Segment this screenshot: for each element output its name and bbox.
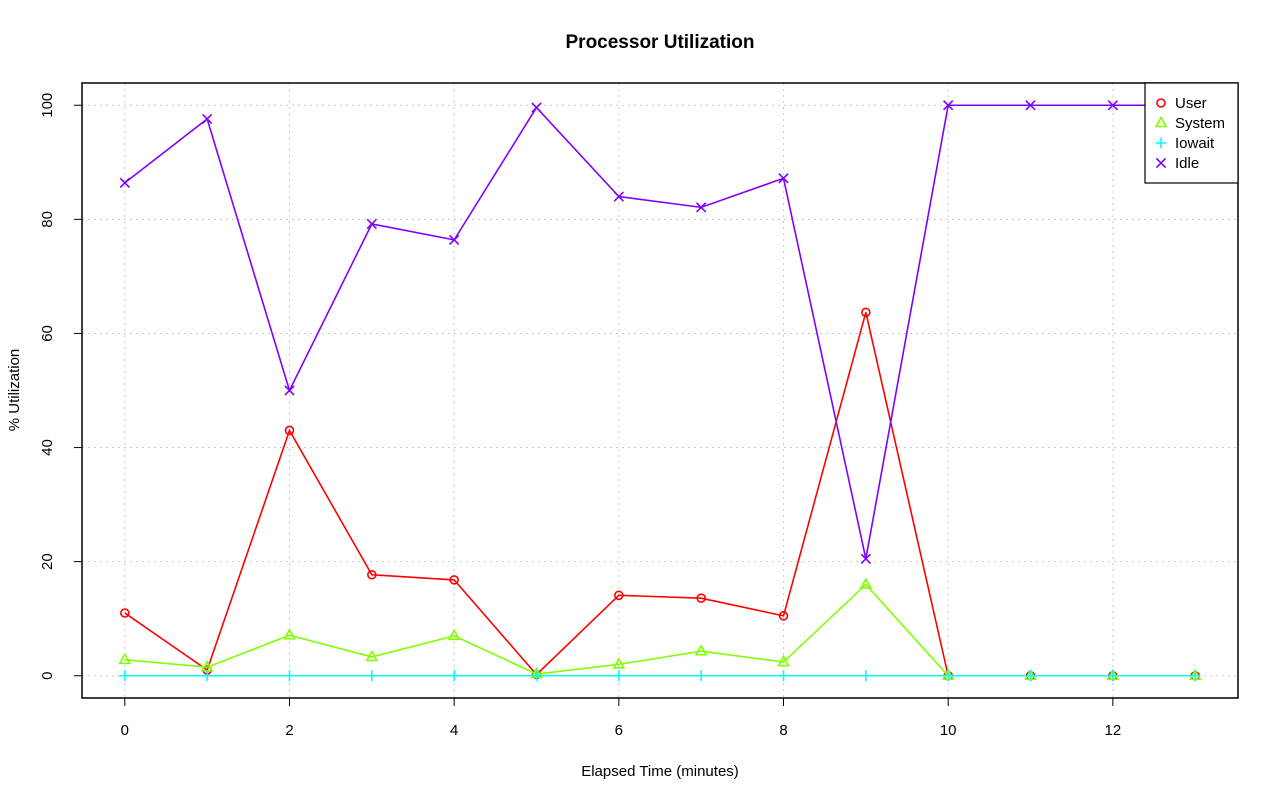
y-tick-label: 20 xyxy=(39,553,56,570)
point-idle xyxy=(119,177,130,189)
point-iowait xyxy=(860,670,872,682)
point-idle xyxy=(696,202,707,213)
point-iowait xyxy=(530,670,542,682)
point-user xyxy=(449,575,459,585)
legend-label-idle: Idle xyxy=(1175,155,1199,172)
point-idle xyxy=(778,173,789,184)
x-tick-label: 6 xyxy=(615,722,623,739)
y-tick-label: 0 xyxy=(39,672,56,680)
grid xyxy=(82,83,1238,698)
point-user xyxy=(284,425,295,436)
point-system xyxy=(283,628,296,640)
legend-label-system: System xyxy=(1175,115,1225,132)
point-user xyxy=(778,611,789,621)
point-iowait xyxy=(283,670,295,682)
point-idle xyxy=(366,218,377,230)
point-idle xyxy=(284,385,295,396)
series-idle xyxy=(119,100,1201,564)
point-iowait xyxy=(613,670,625,682)
x-tick-label: 8 xyxy=(779,722,787,739)
x-tick-label: 2 xyxy=(285,722,293,739)
point-system xyxy=(447,628,461,641)
x-axis-label: Elapsed Time (minutes) xyxy=(581,763,739,780)
point-system xyxy=(118,652,132,665)
series-iowait xyxy=(119,670,1201,682)
legend-marker-iowait xyxy=(1155,137,1167,149)
point-idle xyxy=(860,553,872,564)
point-iowait xyxy=(942,670,954,682)
legend-marker-system xyxy=(1154,115,1168,128)
legend: User System Iowait Idle xyxy=(1144,82,1239,184)
y-tick-label: 80 xyxy=(39,211,56,228)
series-line-system xyxy=(124,583,1196,677)
point-iowait xyxy=(119,670,131,682)
point-system xyxy=(694,644,708,656)
point-iowait xyxy=(778,670,790,682)
point-idle xyxy=(1025,100,1036,111)
point-system xyxy=(612,657,626,669)
point-user xyxy=(367,569,377,580)
point-iowait xyxy=(1189,670,1201,682)
point-idle xyxy=(613,191,624,202)
x-tick-label: 0 xyxy=(121,722,129,739)
legend-label-iowait: Iowait xyxy=(1175,135,1215,152)
x-tick-label: 4 xyxy=(450,722,458,739)
point-iowait xyxy=(1107,670,1119,682)
point-system xyxy=(859,577,873,589)
series-user xyxy=(120,307,1200,681)
chart-title: Processor Utilization xyxy=(566,32,755,53)
point-iowait xyxy=(448,670,460,682)
point-user xyxy=(861,307,871,318)
y-tick-label: 100 xyxy=(39,93,56,118)
series-layer xyxy=(118,100,1202,682)
legend-marker-idle xyxy=(1155,157,1167,169)
plot-frame xyxy=(81,82,1239,699)
series-line-idle xyxy=(124,104,1196,559)
point-user xyxy=(614,590,624,601)
point-idle xyxy=(1107,100,1119,111)
y-tick-label: 40 xyxy=(39,439,56,456)
y-axis-label: % Utilization xyxy=(6,349,23,432)
point-system xyxy=(365,649,379,662)
point-system xyxy=(777,654,790,667)
series-line-user xyxy=(124,312,1196,677)
point-idle xyxy=(448,234,460,246)
series-system xyxy=(118,577,1202,681)
legend-label-user: User xyxy=(1175,95,1207,112)
point-iowait xyxy=(1025,670,1037,682)
point-idle xyxy=(531,102,542,113)
axes: 0 2 4 6 8 10 12 0 20 40 60 80 100 xyxy=(39,93,1121,739)
legend-marker-user xyxy=(1156,98,1166,108)
x-tick-label: 10 xyxy=(940,722,957,739)
point-user xyxy=(120,608,130,618)
point-user xyxy=(696,593,706,603)
point-idle xyxy=(201,113,213,125)
x-tick-label: 12 xyxy=(1105,722,1122,739)
y-tick-label: 60 xyxy=(39,325,56,342)
point-idle xyxy=(943,100,954,111)
point-iowait xyxy=(201,670,213,682)
point-iowait xyxy=(366,670,378,682)
point-iowait xyxy=(695,670,707,682)
